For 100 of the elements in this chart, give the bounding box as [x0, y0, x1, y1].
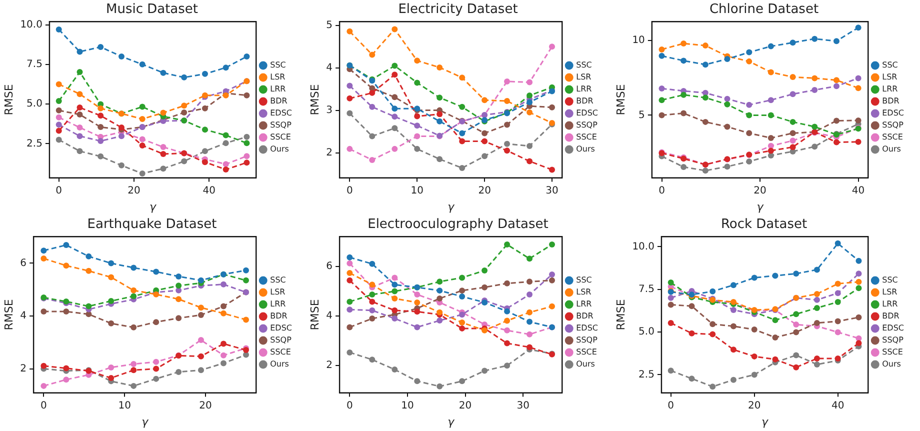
point [346, 28, 353, 34]
point [790, 91, 796, 98]
point [414, 292, 420, 298]
point [710, 321, 716, 328]
point [768, 97, 774, 104]
point [658, 112, 665, 118]
point [130, 367, 137, 374]
point [243, 316, 250, 323]
point [436, 295, 443, 302]
legend-label: SSCE [270, 348, 291, 357]
point [724, 124, 730, 130]
y-axis-title: RMSE [308, 84, 322, 116]
point [549, 104, 556, 110]
point [504, 140, 510, 147]
point [702, 118, 708, 125]
point [139, 136, 146, 142]
x-tick-label: 0 [346, 185, 353, 196]
point [108, 320, 114, 326]
point [98, 153, 104, 160]
point [436, 318, 443, 324]
point [369, 156, 376, 163]
point [76, 69, 83, 76]
x-tick-label: 10 [401, 400, 414, 412]
point [790, 74, 796, 80]
point [222, 166, 229, 173]
legend-label: EDSC [576, 108, 598, 118]
point [220, 360, 227, 366]
legend-label: SSQP [576, 120, 598, 130]
point [730, 307, 736, 314]
x-tick-label: 0 [346, 400, 353, 412]
legend-label: EDSC [882, 324, 904, 333]
point [730, 346, 736, 353]
legend-label: EDSC [270, 324, 292, 333]
point [392, 146, 398, 152]
legend-label: SSQP [576, 336, 598, 345]
point [459, 288, 466, 294]
point [414, 378, 420, 384]
point [855, 85, 862, 92]
point [526, 79, 533, 86]
legend-label: LSR [882, 72, 898, 82]
point [482, 368, 488, 374]
chart-title: Electricity Dataset [398, 2, 518, 18]
point [724, 164, 730, 170]
point [160, 70, 166, 76]
point [220, 352, 227, 358]
point [153, 366, 160, 372]
point [526, 331, 533, 338]
point [392, 288, 398, 294]
point [658, 86, 665, 92]
x-axis-title: γ [756, 200, 764, 214]
x-axis-title: γ [448, 200, 455, 214]
point [181, 102, 188, 109]
legend-label: SSC [576, 60, 592, 70]
point [856, 258, 862, 264]
legend-label: SSQP [882, 120, 904, 130]
point [63, 308, 70, 315]
point [751, 274, 758, 281]
point [436, 383, 443, 390]
point [40, 256, 47, 262]
point [504, 340, 510, 346]
point [98, 138, 104, 144]
point [108, 364, 114, 370]
point [526, 158, 533, 164]
point [746, 130, 752, 136]
point [526, 256, 533, 262]
y-tick-label: 7.5 [638, 284, 654, 295]
point [76, 133, 83, 140]
point [436, 309, 443, 316]
point [198, 304, 204, 311]
point [459, 294, 466, 300]
point [139, 104, 146, 110]
point [668, 302, 674, 308]
point [459, 312, 466, 318]
point [86, 303, 92, 310]
point [856, 278, 862, 285]
point [392, 282, 398, 288]
point [658, 97, 665, 104]
point [482, 138, 488, 144]
point [504, 122, 510, 128]
point [549, 242, 556, 248]
point [772, 334, 778, 340]
point [63, 262, 70, 269]
x-tick-label: 40 [202, 185, 216, 196]
point [414, 146, 420, 152]
point [549, 303, 556, 310]
legend-label: Ours [576, 360, 595, 369]
legend-label: LSR [882, 288, 898, 297]
point [812, 36, 818, 42]
point [834, 298, 841, 305]
legend-label: LRR [576, 84, 592, 94]
point [369, 104, 376, 110]
point [658, 52, 665, 59]
legend-label: Ours [270, 360, 289, 369]
legend-label: Ours [882, 144, 901, 154]
point [346, 324, 353, 330]
legend-label: LRR [270, 300, 286, 309]
point [63, 365, 70, 372]
y-tick-label: 10.0 [632, 241, 654, 252]
y-tick-label: 4 [326, 62, 333, 74]
point [369, 356, 376, 363]
